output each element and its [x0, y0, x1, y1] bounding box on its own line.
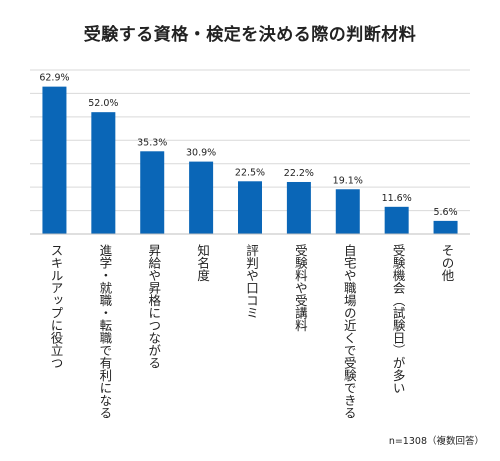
value-label: 22.2%	[284, 168, 314, 179]
bar	[238, 181, 262, 234]
value-label: 11.6%	[382, 193, 412, 204]
category-label: その他	[439, 244, 455, 282]
category-label: スキルアップに役立つ	[48, 244, 64, 369]
bar	[433, 220, 458, 234]
value-label: 19.1%	[333, 175, 363, 186]
category-label: 昇給や昇格につながる	[146, 244, 162, 369]
category-label: 進学・就職・転職で有利になる	[97, 244, 113, 419]
category-label: 自宅や職場の近くで受験できる	[341, 244, 357, 419]
value-label: 62.9%	[39, 73, 69, 84]
value-label: 5.6%	[433, 207, 457, 218]
bar	[42, 86, 67, 235]
bar	[140, 151, 165, 234]
sample-size-note: n=1308（複数回答）	[388, 436, 484, 447]
bar	[335, 189, 360, 234]
category-label: 知名度	[195, 244, 211, 282]
category-label: 評判や口コミ	[244, 244, 259, 319]
category-label: 受験機会（試験日）が多い	[390, 244, 406, 394]
value-label: 35.3%	[137, 137, 167, 148]
chart-title: 受験する資格・検定を決める際の判断材料	[83, 25, 417, 45]
value-label: 22.5%	[235, 167, 265, 178]
bar	[384, 206, 409, 234]
category-label: 受験料や受講料	[292, 244, 308, 332]
bars	[42, 86, 458, 235]
value-labels: 62.9% 52.0% 35.3% 30.9% 22.5% 22.2% 19.1% 11.6%…	[39, 73, 457, 218]
bar	[189, 161, 214, 234]
bar	[286, 181, 311, 234]
bar	[91, 112, 116, 234]
value-label: 52.0%	[88, 98, 118, 109]
value-label: 30.9%	[186, 148, 216, 159]
